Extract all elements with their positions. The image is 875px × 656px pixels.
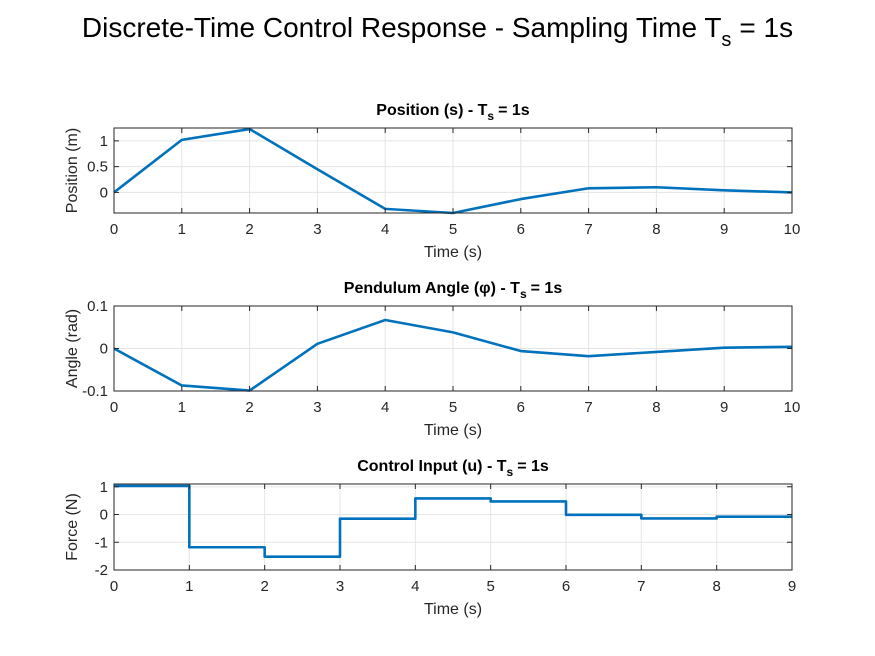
x-tick-label: 6 — [562, 578, 570, 595]
x-axis-label: Time (s) — [424, 244, 482, 261]
subplot-title-main: Pendulum Angle (φ) - T — [344, 280, 520, 297]
series-line — [113, 318, 793, 392]
figure-title-main: Discrete-Time Control Response - Samplin… — [81, 12, 722, 43]
figure-title-tail: = 1s — [739, 12, 794, 43]
x-tick-label: 10 — [784, 221, 801, 238]
x-tick-label: 8 — [652, 399, 660, 416]
x-tick-label: 0 — [110, 221, 118, 238]
subplot-1: 0 1 2 3 4 5 6 7 8 9 10 0 0.5 1 Time (s) Position (m) Pos… — [64, 102, 800, 261]
x-tick-label: 0 — [110, 399, 118, 416]
x-tick-label: 4 — [411, 578, 419, 595]
y-tick-label: 1 — [100, 479, 108, 496]
figure-title: Discrete-Time Control Response - Samplin… — [0, 12, 875, 51]
x-axis-label: Time (s) — [424, 422, 482, 439]
y-tick-label: 0.1 — [87, 298, 108, 315]
x-tick-label: 2 — [260, 578, 268, 595]
subplot-title-main: Position (s) - T — [376, 102, 487, 119]
plot-background — [114, 484, 792, 570]
y-axis-label: Position (m) — [64, 128, 81, 213]
y-tick-label: 0 — [100, 507, 108, 524]
x-tick-label: 1 — [178, 399, 186, 416]
subplot-title-subscript: s — [520, 287, 527, 301]
x-tick-label: 2 — [245, 399, 253, 416]
x-tick-label: 8 — [652, 221, 660, 238]
figure-title-subscript: s — [721, 29, 732, 51]
y-tick-label: 1 — [100, 133, 108, 150]
x-tick-label: 9 — [720, 221, 728, 238]
x-tick-label: 4 — [381, 221, 389, 238]
subplot-title-subscript: s — [487, 109, 494, 123]
subplot-title-tail: = 1s — [498, 102, 530, 119]
x-tick-label: 1 — [178, 221, 186, 238]
subplot-title-main: Control Input (u) - T — [357, 458, 507, 475]
axes-box — [113, 483, 793, 571]
y-tick-label: 0 — [100, 184, 108, 201]
x-tick-label: 3 — [313, 399, 321, 416]
x-tick-label: 6 — [517, 399, 525, 416]
y-axis-label: Force (N) — [64, 493, 81, 561]
subplot-title-subscript: s — [507, 465, 514, 479]
x-tick-label: 5 — [486, 578, 494, 595]
x-tick-label: 7 — [637, 578, 645, 595]
x-tick-label: 10 — [784, 399, 801, 416]
x-tick-label: 7 — [584, 399, 592, 416]
x-tick-label: 3 — [336, 578, 344, 595]
x-tick-label: 8 — [712, 578, 720, 595]
x-axis-label: Time (s) — [424, 601, 482, 618]
x-tick-label: 6 — [517, 221, 525, 238]
y-tick-label: -2 — [95, 562, 108, 579]
y-axis-label: Angle (rad) — [64, 309, 81, 388]
subplot-title: Pendulum Angle (φ) - Ts = 1s — [344, 280, 563, 301]
x-tick-label: 4 — [381, 399, 389, 416]
subplot-title: Control Input (u) - Ts = 1s — [357, 458, 549, 479]
x-tick-label: 9 — [720, 399, 728, 416]
x-tick-label: 1 — [185, 578, 193, 595]
x-tick-label: 5 — [449, 399, 457, 416]
subplot-title: Position (s) - Ts = 1s — [376, 102, 529, 123]
subplot-title-tail: = 1s — [517, 458, 549, 475]
x-tick-label: 7 — [584, 221, 592, 238]
y-tick-label: 0 — [100, 341, 108, 358]
x-tick-label: 0 — [110, 578, 118, 595]
subplot-3: 0 1 2 3 4 5 6 7 8 9 -2 -1 0 1 Time (s) Force (N) Control… — [64, 458, 796, 618]
series-line — [114, 484, 792, 558]
y-tick-label: -0.1 — [82, 383, 108, 400]
x-tick-label: 9 — [788, 578, 796, 595]
y-tick-label: 0.5 — [87, 159, 108, 176]
x-tick-label: 3 — [313, 221, 321, 238]
y-tick-label: -1 — [95, 534, 108, 551]
subplot-title-tail: = 1s — [531, 280, 563, 297]
x-tick-label: 2 — [245, 221, 253, 238]
x-tick-label: 5 — [449, 221, 457, 238]
